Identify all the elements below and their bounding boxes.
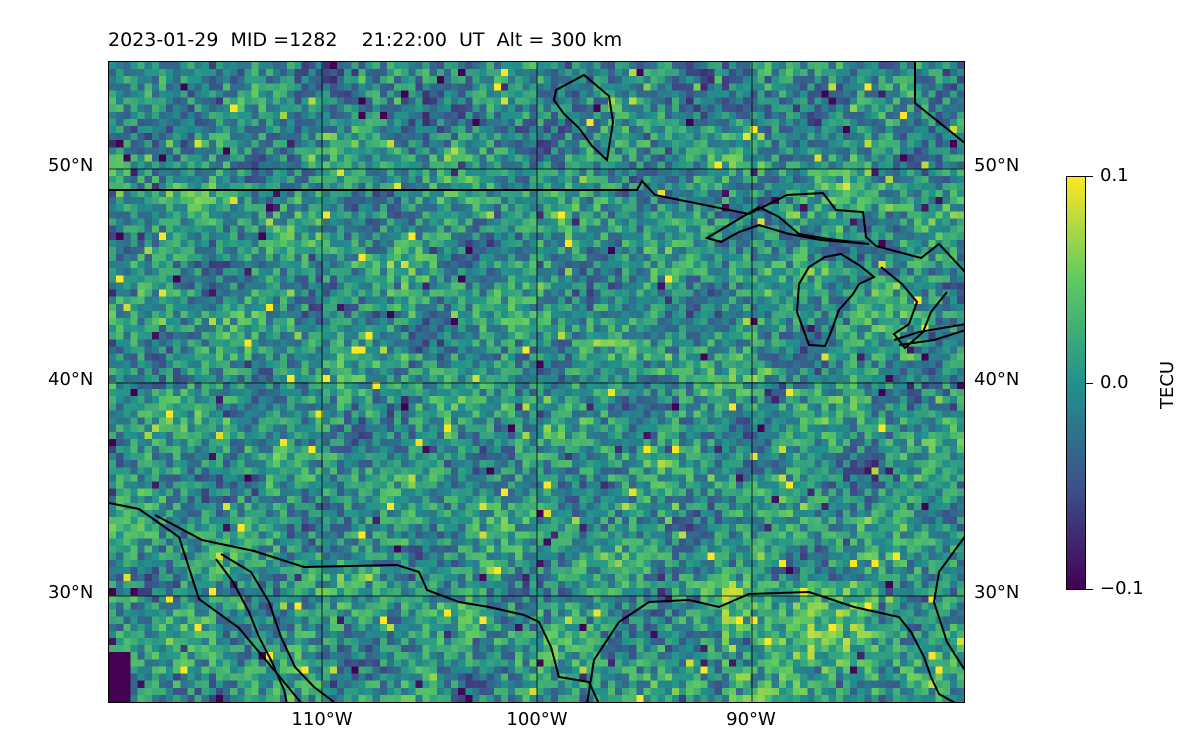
gridlines [109, 62, 964, 702]
colorbar [1066, 176, 1086, 590]
baja-california [215, 553, 335, 702]
lon-label-110w: 110°W [291, 709, 353, 730]
colorbar-label-mid: 0.0 [1100, 372, 1129, 393]
lake-michigan [795, 252, 876, 348]
us-mexico-border [154, 514, 600, 702]
lat-label-50n: 50°N [48, 155, 94, 176]
tec-map [108, 61, 965, 703]
colorbar-tick-mid [1086, 383, 1093, 384]
colorbar-label-max: 0.1 [1100, 165, 1129, 186]
lat-label-50n-right: 50°N [974, 155, 1020, 176]
lat-label-30n-right: 30°N [974, 582, 1020, 603]
lat-label-40n: 40°N [48, 369, 94, 390]
lake-superior [704, 205, 870, 245]
lake-erie-ontario [893, 323, 964, 346]
colorbar-label-min: −0.1 [1100, 578, 1144, 599]
lon-label-90w: 90°W [726, 709, 776, 730]
coastlines [109, 62, 964, 702]
mexico-pacific-coast [109, 502, 302, 702]
colorbar-tick-max [1086, 176, 1093, 177]
ne-corner-coast [914, 62, 964, 144]
gulf-coast [586, 590, 956, 702]
colorbar-tick-min [1086, 589, 1093, 590]
map-overlay [109, 62, 964, 702]
us-canada-border [109, 179, 964, 273]
lat-label-30n: 30°N [48, 582, 94, 603]
lon-label-100w: 100°W [506, 709, 568, 730]
florida-coast [932, 536, 964, 671]
colorbar-title: TECU [1157, 360, 1178, 409]
map-title: 2023-01-29 MID =1282 21:22:00 UT Alt = 3… [108, 29, 623, 51]
hudson-bay-coast [552, 73, 615, 163]
lat-label-40n-right: 40°N [974, 369, 1020, 390]
lake-huron [880, 266, 948, 350]
